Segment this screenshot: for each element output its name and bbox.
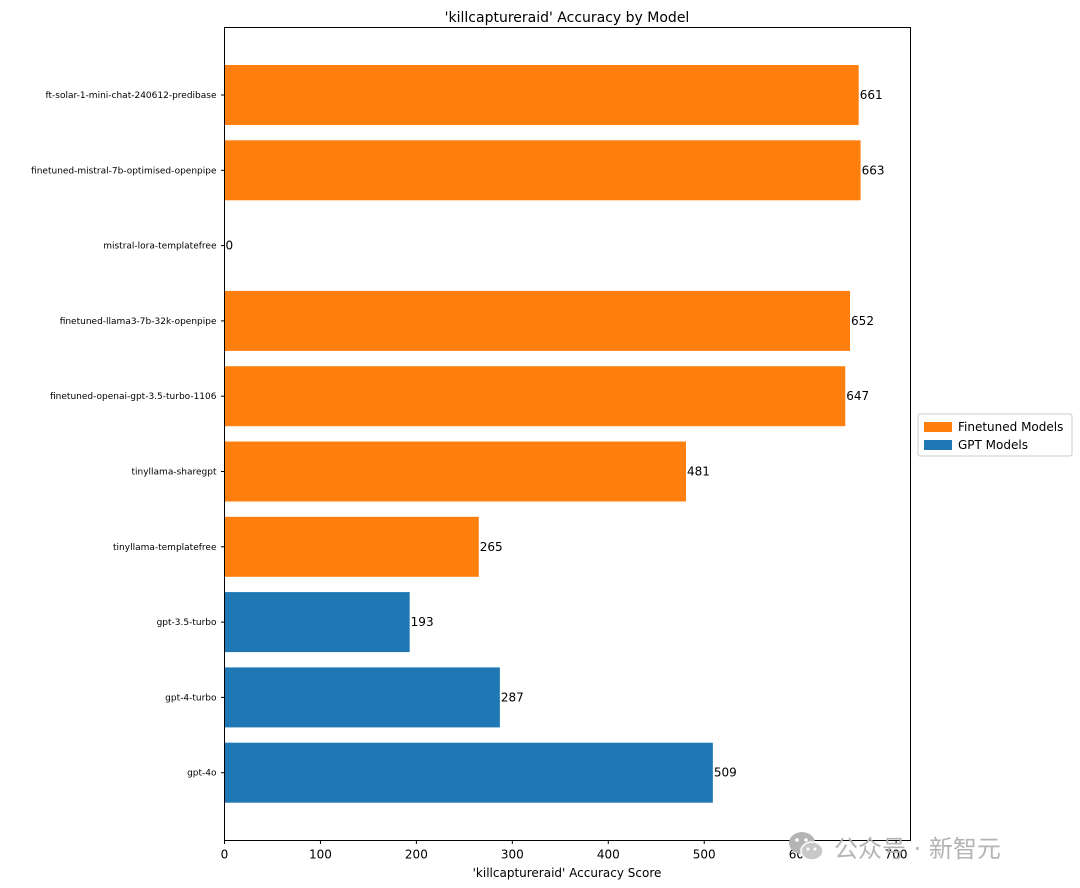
- bar-tinyllama-templatefree: [224, 516, 479, 577]
- wechat-icon: [789, 832, 824, 861]
- bars-layer: 509 287 193 265 481 647 652 0 663 661: [224, 65, 885, 803]
- legend-swatch-finetuned: [924, 422, 952, 432]
- bar-value-label: 193: [411, 615, 434, 629]
- x-tick-label: 100: [309, 848, 332, 862]
- bar-value-label: 265: [480, 540, 503, 554]
- x-tick-label: 500: [693, 848, 716, 862]
- watermark: 公众号 · 新智元: [786, 826, 1001, 866]
- y-tick-labels: gpt-4o gpt-4-turbo gpt-3.5-turbo tinyllama-…: [31, 91, 225, 779]
- y-tick-label: tinyllama-sharegpt: [131, 468, 216, 478]
- x-tick-label: 200: [405, 848, 428, 862]
- watermark-text: 公众号 · 新智元: [834, 834, 1001, 863]
- bar-value-label: 0: [226, 239, 234, 253]
- x-tick-label: 700: [885, 848, 908, 862]
- legend: Finetuned Models GPT Models: [917, 413, 1073, 457]
- bar-ft-solar-1-mini-chat-240612-predibase: [224, 65, 859, 125]
- x-axis-label: 'killcaptureraid' Accuracy Score: [473, 866, 662, 880]
- bar-value-label: 663: [862, 163, 885, 177]
- y-tick-label: finetuned-mistral-7b-optimised-openpipe: [31, 166, 217, 176]
- legend-label-finetuned: Finetuned Models: [958, 420, 1063, 434]
- x-tick-label: 400: [597, 848, 620, 862]
- y-tick-label: mistral-lora-templatefree: [103, 242, 217, 252]
- bar-gpt-4-turbo: [224, 667, 500, 728]
- bar-gpt-3.5-turbo: [224, 592, 410, 653]
- bar-finetuned-openai-gpt-3.5-turbo-1106: [224, 366, 846, 427]
- y-tick-label: ft-solar-1-mini-chat-240612-predibase: [45, 91, 216, 101]
- y-tick-label: tinyllama-templatefree: [113, 543, 217, 553]
- bar-value-label: 652: [851, 314, 874, 328]
- y-tick-label: finetuned-llama3-7b-32k-openpipe: [60, 317, 217, 327]
- bar-gpt-4o: [224, 742, 713, 803]
- x-tick-label: 300: [501, 848, 524, 862]
- chart-title: 'killcaptureraid' Accuracy by Model: [445, 10, 690, 26]
- bar-value-label: 647: [846, 389, 869, 403]
- bar-finetuned-llama3-7b-32k-openpipe: [224, 290, 851, 351]
- legend-box: [917, 413, 1073, 457]
- bar-value-label: 661: [860, 88, 883, 102]
- bar-value-label: 509: [714, 766, 737, 780]
- bar-finetuned-mistral-7b-optimised-openpipe: [224, 140, 861, 201]
- bar-tinyllama-sharegpt: [224, 441, 686, 502]
- y-tick-label: gpt-4o: [187, 769, 217, 779]
- bar-value-label: 287: [501, 690, 524, 704]
- legend-label-gpt: GPT Models: [958, 438, 1028, 452]
- y-tick-label: gpt-3.5-turbo: [157, 618, 217, 628]
- y-tick-label: finetuned-openai-gpt-3.5-turbo-1106: [50, 392, 217, 402]
- plot-frame: [224, 27, 911, 841]
- x-tick-label: 0: [221, 848, 229, 862]
- y-tick-label: gpt-4-turbo: [165, 693, 217, 703]
- legend-swatch-gpt: [924, 440, 952, 450]
- bar-value-label: 481: [687, 465, 710, 479]
